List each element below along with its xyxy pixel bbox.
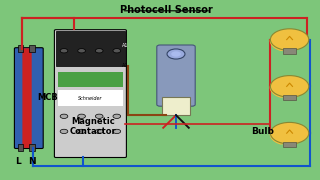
FancyBboxPatch shape [157, 45, 195, 106]
Circle shape [60, 114, 68, 118]
Circle shape [60, 49, 68, 53]
Bar [283, 48, 296, 54]
Polygon shape [270, 125, 298, 144]
Circle shape [113, 49, 121, 53]
Circle shape [78, 114, 85, 118]
Bar [29, 144, 35, 151]
Circle shape [78, 129, 85, 134]
Bar [56, 31, 125, 66]
Circle shape [171, 51, 181, 57]
Polygon shape [270, 31, 298, 50]
Circle shape [95, 114, 103, 118]
Text: Bulb: Bulb [251, 127, 274, 136]
Bar [283, 142, 296, 147]
Bar [29, 45, 35, 52]
Circle shape [113, 114, 121, 118]
Circle shape [167, 49, 185, 59]
Circle shape [270, 122, 309, 144]
Bar [18, 45, 23, 52]
Circle shape [270, 29, 309, 50]
Bar [58, 72, 123, 87]
Text: Magnetic
Contactor: Magnetic Contactor [69, 117, 116, 136]
Text: N: N [28, 158, 36, 166]
Circle shape [270, 76, 309, 97]
Bar [18, 144, 23, 151]
Text: Schneider: Schneider [78, 96, 103, 100]
Polygon shape [270, 78, 298, 97]
Text: Photocell Sensor: Photocell Sensor [120, 5, 213, 15]
Bar [162, 97, 190, 115]
Text: A1: A1 [122, 43, 129, 48]
FancyBboxPatch shape [14, 48, 43, 148]
FancyBboxPatch shape [22, 48, 32, 148]
Text: L: L [15, 158, 21, 166]
Text: A2: A2 [122, 63, 129, 68]
Text: MCB: MCB [37, 93, 58, 102]
FancyBboxPatch shape [54, 30, 126, 158]
Circle shape [60, 129, 68, 134]
Bar [58, 90, 123, 106]
Circle shape [78, 49, 85, 53]
Circle shape [95, 49, 103, 53]
Bar [283, 95, 296, 100]
Circle shape [113, 129, 121, 134]
Circle shape [95, 129, 103, 134]
